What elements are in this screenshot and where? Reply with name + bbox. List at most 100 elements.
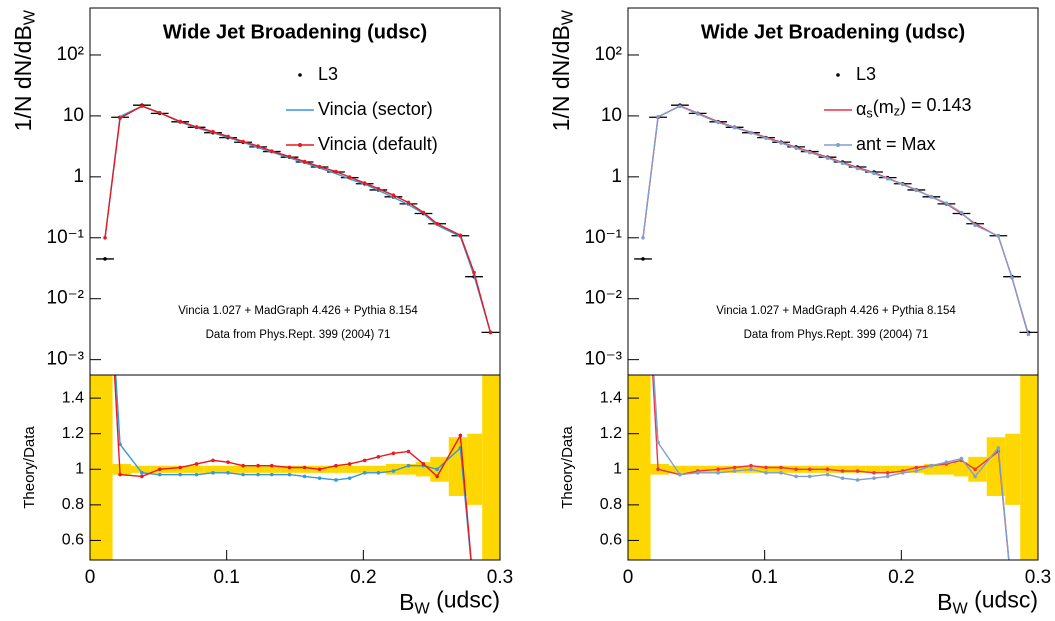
marker xyxy=(656,467,660,472)
marker xyxy=(256,472,260,477)
text-part: 1/N dN/dB xyxy=(10,25,36,131)
marker xyxy=(157,110,162,115)
marker xyxy=(678,104,682,109)
marker xyxy=(996,234,1001,238)
marker xyxy=(944,201,949,205)
marker xyxy=(749,463,753,468)
marker xyxy=(872,171,876,176)
marker xyxy=(794,146,798,151)
y-tick-label: 0.8 xyxy=(600,496,622,513)
marker xyxy=(973,474,977,479)
marker xyxy=(732,469,737,473)
marker xyxy=(302,465,307,470)
y-axis-label: Theory/Data xyxy=(21,426,38,509)
marker xyxy=(472,270,476,275)
chart-title: Wide Jet Broadening (udsc) xyxy=(701,21,965,43)
uncertainty-band xyxy=(688,465,708,473)
marker xyxy=(996,446,1001,450)
y-tick-label: 10 xyxy=(601,105,622,126)
marker xyxy=(178,465,182,470)
marker xyxy=(914,469,919,473)
marker xyxy=(334,169,338,174)
marker xyxy=(641,235,645,240)
marker xyxy=(656,440,660,445)
marker xyxy=(807,150,812,155)
frame xyxy=(627,7,1039,376)
marker xyxy=(194,472,199,477)
marker xyxy=(914,188,919,193)
marker xyxy=(421,462,426,466)
marker xyxy=(376,186,381,191)
y-tick-label: 0.6 xyxy=(62,532,84,549)
uncertainty-band xyxy=(953,462,969,477)
y-tick-label: 1 xyxy=(611,166,622,187)
text-part: Theory/Data xyxy=(21,426,38,509)
uncertainty-band xyxy=(327,465,343,473)
marker xyxy=(764,471,768,475)
legend-label: L3 xyxy=(856,64,876,84)
y-tick-label: 10⁻³ xyxy=(585,349,623,370)
marker xyxy=(118,116,122,120)
uncertainty-band xyxy=(264,465,281,473)
marker xyxy=(779,471,783,475)
y-tick-label: 1 xyxy=(75,460,84,477)
marker xyxy=(678,472,682,477)
y-axis-label: 1/N dN/dBW xyxy=(10,9,39,131)
text-part: (udsc) xyxy=(968,587,1038,613)
x-tick-label: 0 xyxy=(85,567,96,588)
text-part: Theory/Data xyxy=(559,426,576,509)
marker xyxy=(140,474,144,479)
marker xyxy=(716,471,720,475)
y-tick-label: 1 xyxy=(613,460,622,477)
marker xyxy=(140,104,144,108)
annotation: Data from Phys.Rept. 399 (2004) 71 xyxy=(744,329,929,341)
legend-label: Vincia (default) xyxy=(318,134,438,154)
uncertainty-band xyxy=(628,375,651,560)
marker xyxy=(334,463,338,468)
marker xyxy=(391,193,396,197)
y-tick-label: 10⁻¹ xyxy=(47,227,85,248)
marker xyxy=(641,201,645,205)
marker xyxy=(317,467,322,472)
marker xyxy=(716,120,720,125)
series-line xyxy=(115,375,472,560)
marker xyxy=(103,201,107,205)
marker xyxy=(287,154,292,159)
marker xyxy=(317,164,322,169)
marker xyxy=(302,474,307,479)
x-tick-label: 0.1 xyxy=(751,567,777,588)
text-part: (m xyxy=(873,97,894,117)
marker xyxy=(872,476,876,480)
marker xyxy=(302,159,307,164)
text-part: W xyxy=(21,9,39,25)
marker xyxy=(794,474,798,479)
uncertainty-band xyxy=(280,465,298,473)
series-line xyxy=(642,105,1030,335)
uncertainty-band xyxy=(169,465,189,473)
frame xyxy=(89,374,501,561)
text-part: W xyxy=(953,600,969,618)
uncertainty-band xyxy=(131,465,151,473)
marker xyxy=(362,458,367,463)
series-line xyxy=(653,375,1010,560)
marker xyxy=(840,161,845,166)
marker xyxy=(287,472,292,477)
marker xyxy=(749,467,753,472)
marker xyxy=(764,465,768,470)
y-tick-label: 0.8 xyxy=(62,496,84,513)
uncertainty-band xyxy=(188,465,205,473)
marker xyxy=(929,195,934,199)
uncertainty-band xyxy=(482,375,500,560)
x-tick-label: 0.3 xyxy=(1025,567,1051,588)
uncertainty-band xyxy=(250,465,265,473)
marker xyxy=(872,471,876,475)
y-tick-label: 1 xyxy=(73,166,84,187)
marker xyxy=(825,467,830,472)
uncertainty-band xyxy=(895,465,910,473)
marker xyxy=(391,451,396,456)
marker xyxy=(362,471,367,475)
marker xyxy=(716,467,720,472)
marker xyxy=(226,134,230,139)
uncertainty-band xyxy=(235,465,251,473)
